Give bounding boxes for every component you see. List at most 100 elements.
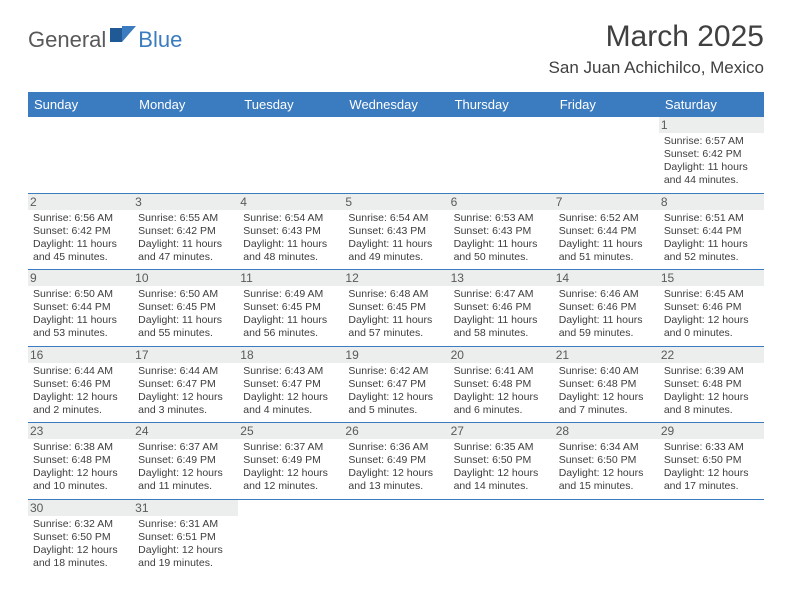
day-number: 3 bbox=[133, 194, 238, 210]
day-number: 2 bbox=[28, 194, 133, 210]
calendar-cell bbox=[554, 499, 659, 575]
calendar-cell: 27Sunrise: 6:35 AMSunset: 6:50 PMDayligh… bbox=[449, 423, 554, 500]
day-info: Sunrise: 6:40 AMSunset: 6:48 PMDaylight:… bbox=[559, 365, 654, 418]
calendar-cell: 28Sunrise: 6:34 AMSunset: 6:50 PMDayligh… bbox=[554, 423, 659, 500]
day-info: Sunrise: 6:37 AMSunset: 6:49 PMDaylight:… bbox=[138, 441, 233, 494]
day-info: Sunrise: 6:50 AMSunset: 6:45 PMDaylight:… bbox=[138, 288, 233, 341]
calendar-cell: 6Sunrise: 6:53 AMSunset: 6:43 PMDaylight… bbox=[449, 193, 554, 270]
month-title: March 2025 bbox=[549, 20, 764, 54]
day-info: Sunrise: 6:38 AMSunset: 6:48 PMDaylight:… bbox=[33, 441, 128, 494]
day-info: Sunrise: 6:37 AMSunset: 6:49 PMDaylight:… bbox=[243, 441, 338, 494]
weekday-header: Saturday bbox=[659, 92, 764, 117]
day-number: 25 bbox=[238, 423, 343, 439]
day-info: Sunrise: 6:42 AMSunset: 6:47 PMDaylight:… bbox=[348, 365, 443, 418]
day-number: 26 bbox=[343, 423, 448, 439]
calendar-cell: 21 Sunrise: 6:40 AMSunset: 6:48 PMDayligh… bbox=[554, 346, 659, 423]
calendar-cell: 14Sunrise: 6:46 AMSunset: 6:46 PMDayligh… bbox=[554, 270, 659, 347]
calendar-cell: 1Sunrise: 6:57 AMSunset: 6:42 PMDaylight… bbox=[659, 117, 764, 193]
day-number: 19 bbox=[343, 347, 448, 363]
calendar-cell: 20 Sunrise: 6:41 AMSunset: 6:48 PMDayligh… bbox=[449, 346, 554, 423]
calendar-cell: 10Sunrise: 6:50 AMSunset: 6:45 PMDayligh… bbox=[133, 270, 238, 347]
day-number: 31 bbox=[133, 500, 238, 516]
calendar-cell bbox=[343, 499, 448, 575]
calendar-cell bbox=[238, 499, 343, 575]
day-info: Sunrise: 6:44 AMSunset: 6:47 PMDaylight:… bbox=[138, 365, 233, 418]
calendar-cell bbox=[449, 499, 554, 575]
day-number: 16 bbox=[28, 347, 133, 363]
calendar-cell: 12 Sunrise: 6:48 AMSunset: 6:45 PMDayligh… bbox=[343, 270, 448, 347]
day-info: Sunrise: 6:39 AMSunset: 6:48 PMDaylight:… bbox=[664, 365, 759, 418]
day-number: 23 bbox=[28, 423, 133, 439]
location: San Juan Achichilco, Mexico bbox=[549, 58, 764, 78]
calendar-row: 23 Sunrise: 6:38 AMSunset: 6:48 PMDayligh… bbox=[28, 423, 764, 500]
brand-part2: Blue bbox=[138, 27, 182, 53]
weekday-header-row: SundayMondayTuesdayWednesdayThursdayFrid… bbox=[28, 92, 764, 117]
day-number: 5 bbox=[343, 194, 448, 210]
day-info: Sunrise: 6:48 AMSunset: 6:45 PMDaylight:… bbox=[348, 288, 443, 341]
day-info: Sunrise: 6:52 AMSunset: 6:44 PMDaylight:… bbox=[559, 212, 654, 265]
day-number: 9 bbox=[28, 270, 133, 286]
day-info: Sunrise: 6:53 AMSunset: 6:43 PMDaylight:… bbox=[454, 212, 549, 265]
header: General Blue March 2025 San Juan Achichi… bbox=[28, 20, 764, 78]
calendar-cell bbox=[659, 499, 764, 575]
day-info: Sunrise: 6:33 AMSunset: 6:50 PMDaylight:… bbox=[664, 441, 759, 494]
day-number: 17 bbox=[133, 347, 238, 363]
weekday-header: Tuesday bbox=[238, 92, 343, 117]
calendar-body: 1Sunrise: 6:57 AMSunset: 6:42 PMDaylight… bbox=[28, 117, 764, 575]
weekday-header: Thursday bbox=[449, 92, 554, 117]
calendar-cell: 19 Sunrise: 6:42 AMSunset: 6:47 PMDayligh… bbox=[343, 346, 448, 423]
day-info: Sunrise: 6:41 AMSunset: 6:48 PMDaylight:… bbox=[454, 365, 549, 418]
weekday-header: Monday bbox=[133, 92, 238, 117]
weekday-header: Sunday bbox=[28, 92, 133, 117]
calendar-cell: 15Sunrise: 6:45 AMSunset: 6:46 PMDayligh… bbox=[659, 270, 764, 347]
calendar-cell: 11Sunrise: 6:49 AMSunset: 6:45 PMDayligh… bbox=[238, 270, 343, 347]
calendar-cell: 23 Sunrise: 6:38 AMSunset: 6:48 PMDayligh… bbox=[28, 423, 133, 500]
calendar-cell: 18Sunrise: 6:43 AMSunset: 6:47 PMDayligh… bbox=[238, 346, 343, 423]
calendar-cell: 13 Sunrise: 6:47 AMSunset: 6:46 PMDayligh… bbox=[449, 270, 554, 347]
day-number: 12 bbox=[343, 270, 448, 286]
calendar-cell bbox=[238, 117, 343, 193]
day-info: Sunrise: 6:55 AMSunset: 6:42 PMDaylight:… bbox=[138, 212, 233, 265]
day-number: 14 bbox=[554, 270, 659, 286]
day-info: Sunrise: 6:32 AMSunset: 6:50 PMDaylight:… bbox=[33, 518, 128, 571]
calendar-cell: 17 Sunrise: 6:44 AMSunset: 6:47 PMDayligh… bbox=[133, 346, 238, 423]
day-number: 21 bbox=[554, 347, 659, 363]
day-info: Sunrise: 6:45 AMSunset: 6:46 PMDaylight:… bbox=[664, 288, 759, 341]
day-number: 28 bbox=[554, 423, 659, 439]
day-number: 18 bbox=[238, 347, 343, 363]
day-number: 27 bbox=[449, 423, 554, 439]
calendar-row: 2Sunrise: 6:56 AMSunset: 6:42 PMDaylight… bbox=[28, 193, 764, 270]
day-info: Sunrise: 6:44 AMSunset: 6:46 PMDaylight:… bbox=[33, 365, 128, 418]
calendar-row: 30Sunrise: 6:32 AMSunset: 6:50 PMDayligh… bbox=[28, 499, 764, 575]
day-number: 8 bbox=[659, 194, 764, 210]
calendar-cell bbox=[554, 117, 659, 193]
day-number: 29 bbox=[659, 423, 764, 439]
day-number: 20 bbox=[449, 347, 554, 363]
calendar-cell bbox=[133, 117, 238, 193]
flag-icon bbox=[110, 26, 136, 49]
calendar-cell: 31 Sunrise: 6:31 AMSunset: 6:51 PMDayligh… bbox=[133, 499, 238, 575]
calendar-row: 1Sunrise: 6:57 AMSunset: 6:42 PMDaylight… bbox=[28, 117, 764, 193]
calendar-cell bbox=[343, 117, 448, 193]
day-info: Sunrise: 6:31 AMSunset: 6:51 PMDaylight:… bbox=[138, 518, 233, 571]
calendar-cell: 22Sunrise: 6:39 AMSunset: 6:48 PMDayligh… bbox=[659, 346, 764, 423]
day-number: 13 bbox=[449, 270, 554, 286]
calendar-cell bbox=[28, 117, 133, 193]
calendar-cell: 16 Sunrise: 6:44 AMSunset: 6:46 PMDayligh… bbox=[28, 346, 133, 423]
day-number: 4 bbox=[238, 194, 343, 210]
calendar-cell: 29 Sunrise: 6:33 AMSunset: 6:50 PMDayligh… bbox=[659, 423, 764, 500]
day-number: 1 bbox=[659, 117, 764, 133]
day-info: Sunrise: 6:49 AMSunset: 6:45 PMDaylight:… bbox=[243, 288, 338, 341]
brand-logo: General Blue bbox=[28, 26, 182, 53]
calendar-cell: 2Sunrise: 6:56 AMSunset: 6:42 PMDaylight… bbox=[28, 193, 133, 270]
day-info: Sunrise: 6:54 AMSunset: 6:43 PMDaylight:… bbox=[348, 212, 443, 265]
day-info: Sunrise: 6:47 AMSunset: 6:46 PMDaylight:… bbox=[454, 288, 549, 341]
calendar-cell: 24Sunrise: 6:37 AMSunset: 6:49 PMDayligh… bbox=[133, 423, 238, 500]
weekday-header: Wednesday bbox=[343, 92, 448, 117]
day-info: Sunrise: 6:50 AMSunset: 6:44 PMDaylight:… bbox=[33, 288, 128, 341]
calendar-cell: 26Sunrise: 6:36 AMSunset: 6:49 PMDayligh… bbox=[343, 423, 448, 500]
brand-part1: General bbox=[28, 27, 106, 53]
weekday-header: Friday bbox=[554, 92, 659, 117]
calendar-row: 16 Sunrise: 6:44 AMSunset: 6:46 PMDayligh… bbox=[28, 346, 764, 423]
calendar-cell bbox=[449, 117, 554, 193]
